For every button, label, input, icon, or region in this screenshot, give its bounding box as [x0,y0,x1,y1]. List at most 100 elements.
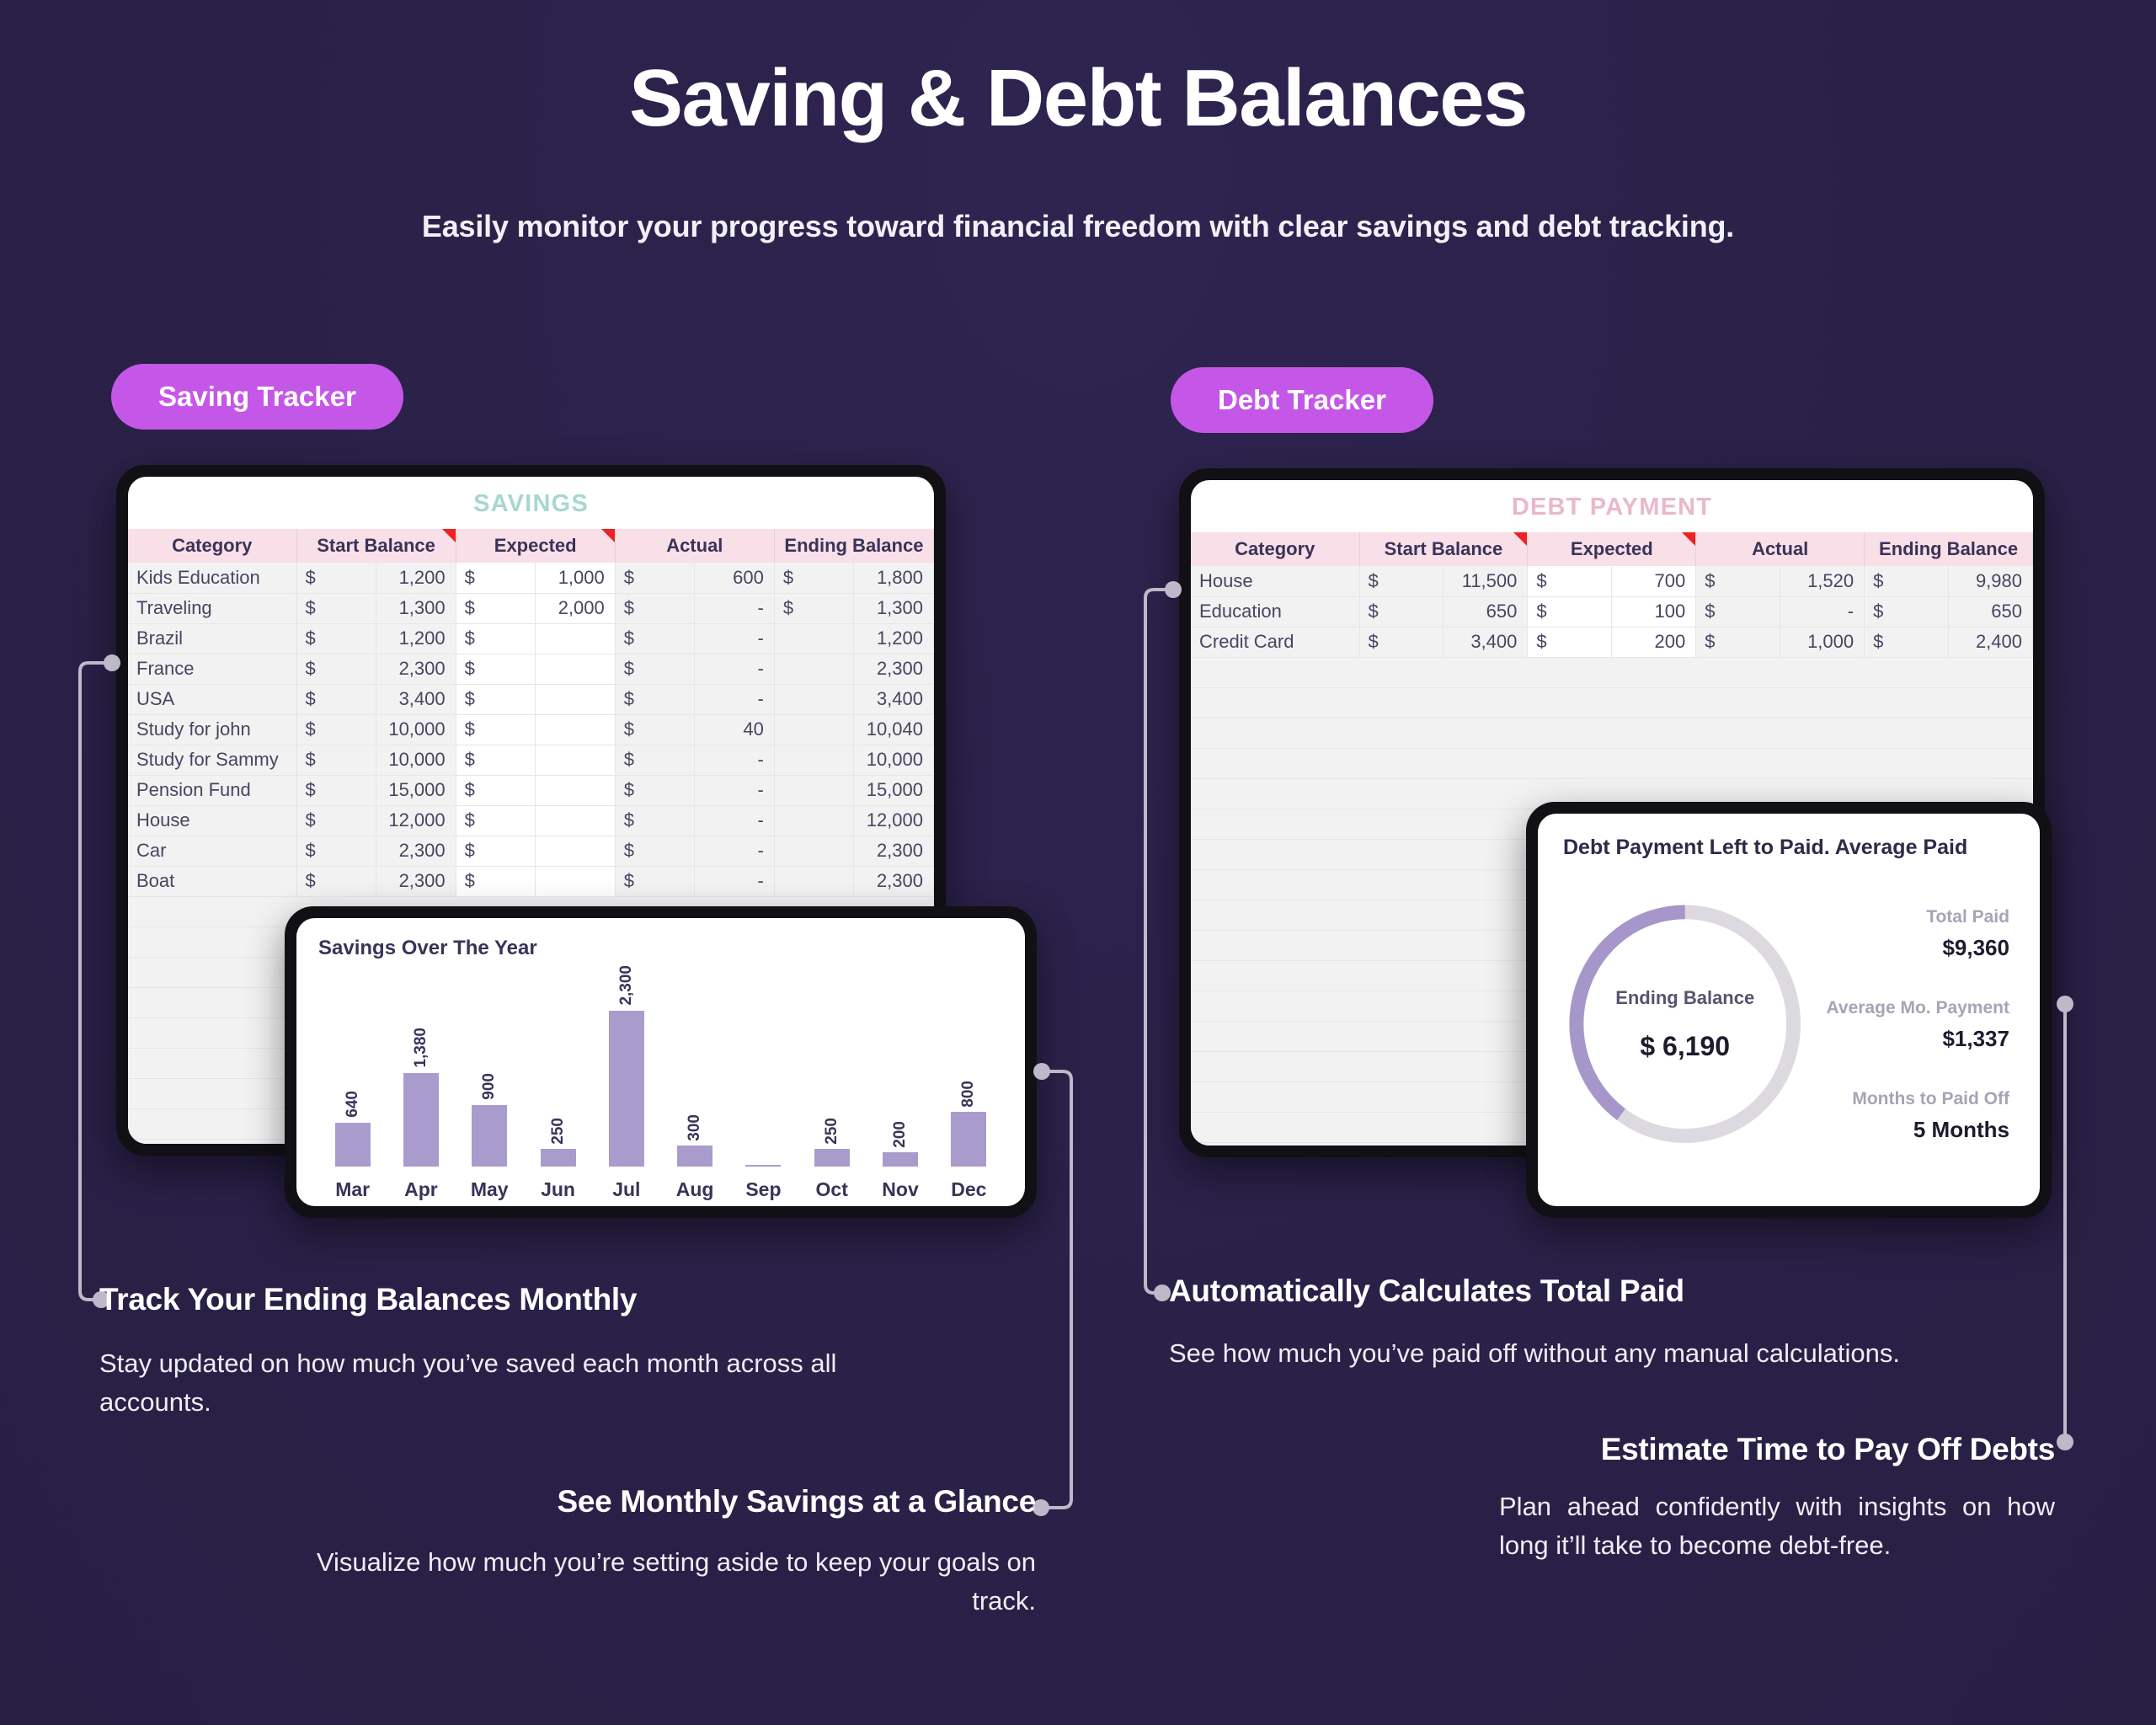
cell-expected-currency[interactable]: $ [456,866,536,897]
table-row[interactable]: Brazil $1,200 $ $ -1,200 [128,623,934,654]
cell-expected-currency[interactable]: $ [456,775,536,806]
cell-actual-currency[interactable]: $ [615,745,696,776]
saving-tracker-pill[interactable]: Saving Tracker [111,364,403,430]
cell-expected-currency[interactable]: $ [1527,627,1613,658]
table-row[interactable]: Pension Fund $15,000 $ $ -15,000 [128,775,934,806]
cell-ending-currency[interactable]: $ [1864,566,1950,597]
cell-start-value[interactable]: 15,000 [376,775,456,806]
cell-actual-value[interactable]: - [694,623,775,654]
cell-start-currency[interactable]: $ [296,623,377,654]
cell-ending-value[interactable]: 1,200 [853,623,934,654]
cell-ending-value[interactable]: 1,800 [853,563,934,594]
cell-expected-currency[interactable]: $ [456,563,536,594]
cell-start-value[interactable]: 2,300 [376,836,456,867]
cell-expected-value[interactable]: 200 [1611,627,1697,658]
cell-expected-currency[interactable]: $ [456,623,536,654]
cell-start-value[interactable]: 10,000 [376,745,456,776]
cell-ending-currency[interactable]: $ [774,563,855,594]
cell-start-currency[interactable]: $ [296,745,377,776]
cell-start-value[interactable]: 3,400 [376,684,456,715]
cell-actual-currency[interactable]: $ [615,623,696,654]
cell-expected-value[interactable] [535,745,616,776]
cell-actual-value[interactable]: - [694,805,775,836]
cell-ending-currency[interactable] [774,745,855,776]
cell-category[interactable]: Brazil [128,623,297,654]
cell-category[interactable]: Credit Card [1191,627,1360,658]
cell-start-value[interactable]: 2,300 [376,654,456,685]
cell-actual-value[interactable]: 600 [694,563,775,594]
cell-start-value[interactable]: 3,400 [1443,627,1529,658]
cell-start-value[interactable]: 1,200 [376,623,456,654]
cell-start-currency[interactable]: $ [296,866,377,897]
cell-start-currency[interactable]: $ [296,775,377,806]
cell-start-currency[interactable]: $ [296,714,377,745]
cell-ending-currency[interactable]: $ [1864,596,1950,628]
cell-ending-value[interactable]: 10,040 [853,714,934,745]
cell-actual-currency[interactable]: $ [615,563,696,594]
cell-start-currency[interactable]: $ [296,563,377,594]
cell-expected-value[interactable] [535,866,616,897]
cell-ending-value[interactable]: 15,000 [853,775,934,806]
table-row[interactable]: Study for Sammy $10,000 $ $ -10,000 [128,745,934,776]
cell-category[interactable]: House [1191,566,1360,597]
table-row[interactable]: Car $2,300 $ $ -2,300 [128,836,934,867]
cell-actual-value[interactable]: - [694,836,775,867]
cell-ending-currency[interactable] [774,714,855,745]
cell-category[interactable]: Education [1191,596,1360,628]
cell-ending-currency[interactable] [774,836,855,867]
cell-start-value[interactable]: 2,300 [376,866,456,897]
cell-category[interactable]: Traveling [128,593,297,624]
cell-ending-value[interactable]: 1,300 [853,593,934,624]
cell-actual-currency[interactable]: $ [1695,596,1781,628]
cell-ending-currency[interactable] [774,866,855,897]
cell-start-currency[interactable]: $ [296,654,377,685]
table-row[interactable]: Credit Card $3,400 $200 $1,000 $2,400 [1191,627,2033,658]
cell-ending-currency[interactable]: $ [774,593,855,624]
cell-category[interactable]: House [128,805,297,836]
cell-ending-currency[interactable] [774,654,855,685]
cell-start-value[interactable]: 10,000 [376,714,456,745]
cell-expected-currency[interactable]: $ [456,805,536,836]
cell-start-currency[interactable]: $ [296,684,377,715]
cell-category[interactable]: Study for Sammy [128,745,297,776]
cell-actual-currency[interactable]: $ [615,714,696,745]
cell-ending-value[interactable]: 10,000 [853,745,934,776]
cell-start-value[interactable]: 650 [1443,596,1529,628]
cell-start-value[interactable]: 1,200 [376,563,456,594]
cell-ending-value[interactable]: 650 [1948,596,2033,628]
cell-ending-currency[interactable] [774,775,855,806]
debt-table[interactable]: Category Start Balance Expected Actual E… [1191,532,2033,658]
table-row[interactable]: Education $650 $100 $ - $650 [1191,596,2033,628]
cell-expected-value[interactable]: 700 [1611,566,1697,597]
cell-ending-value[interactable]: 12,000 [853,805,934,836]
cell-expected-value[interactable] [535,623,616,654]
cell-category[interactable]: Boat [128,866,297,897]
table-row[interactable]: USA $3,400 $ $ -3,400 [128,684,934,715]
cell-actual-value[interactable]: 40 [694,714,775,745]
cell-category[interactable]: Car [128,836,297,867]
cell-expected-value[interactable] [535,654,616,685]
cell-actual-value[interactable]: 1,520 [1780,566,1865,597]
cell-start-value[interactable]: 12,000 [376,805,456,836]
cell-category[interactable]: USA [128,684,297,715]
debt-tracker-pill[interactable]: Debt Tracker [1171,367,1433,433]
table-row[interactable]: House $12,000 $ $ -12,000 [128,805,934,836]
cell-expected-currency[interactable]: $ [456,745,536,776]
cell-actual-currency[interactable]: $ [615,805,696,836]
cell-actual-value[interactable]: - [694,745,775,776]
cell-start-currency[interactable]: $ [1359,596,1444,628]
cell-expected-currency[interactable]: $ [1527,596,1613,628]
cell-ending-value[interactable]: 9,980 [1948,566,2033,597]
table-row[interactable]: France $2,300 $ $ -2,300 [128,654,934,685]
table-row[interactable]: Study for john $10,000 $ $40 10,040 [128,714,934,745]
cell-ending-value[interactable]: 2,300 [853,866,934,897]
cell-actual-currency[interactable]: $ [1695,627,1781,658]
cell-ending-currency[interactable] [774,805,855,836]
cell-start-currency[interactable]: $ [296,593,377,624]
savings-table[interactable]: Category Start Balance Expected Actual E… [128,529,934,897]
cell-actual-currency[interactable]: $ [615,654,696,685]
cell-expected-value[interactable] [535,836,616,867]
cell-actual-value[interactable]: 1,000 [1780,627,1865,658]
cell-actual-value[interactable]: - [694,775,775,806]
cell-actual-currency[interactable]: $ [615,775,696,806]
